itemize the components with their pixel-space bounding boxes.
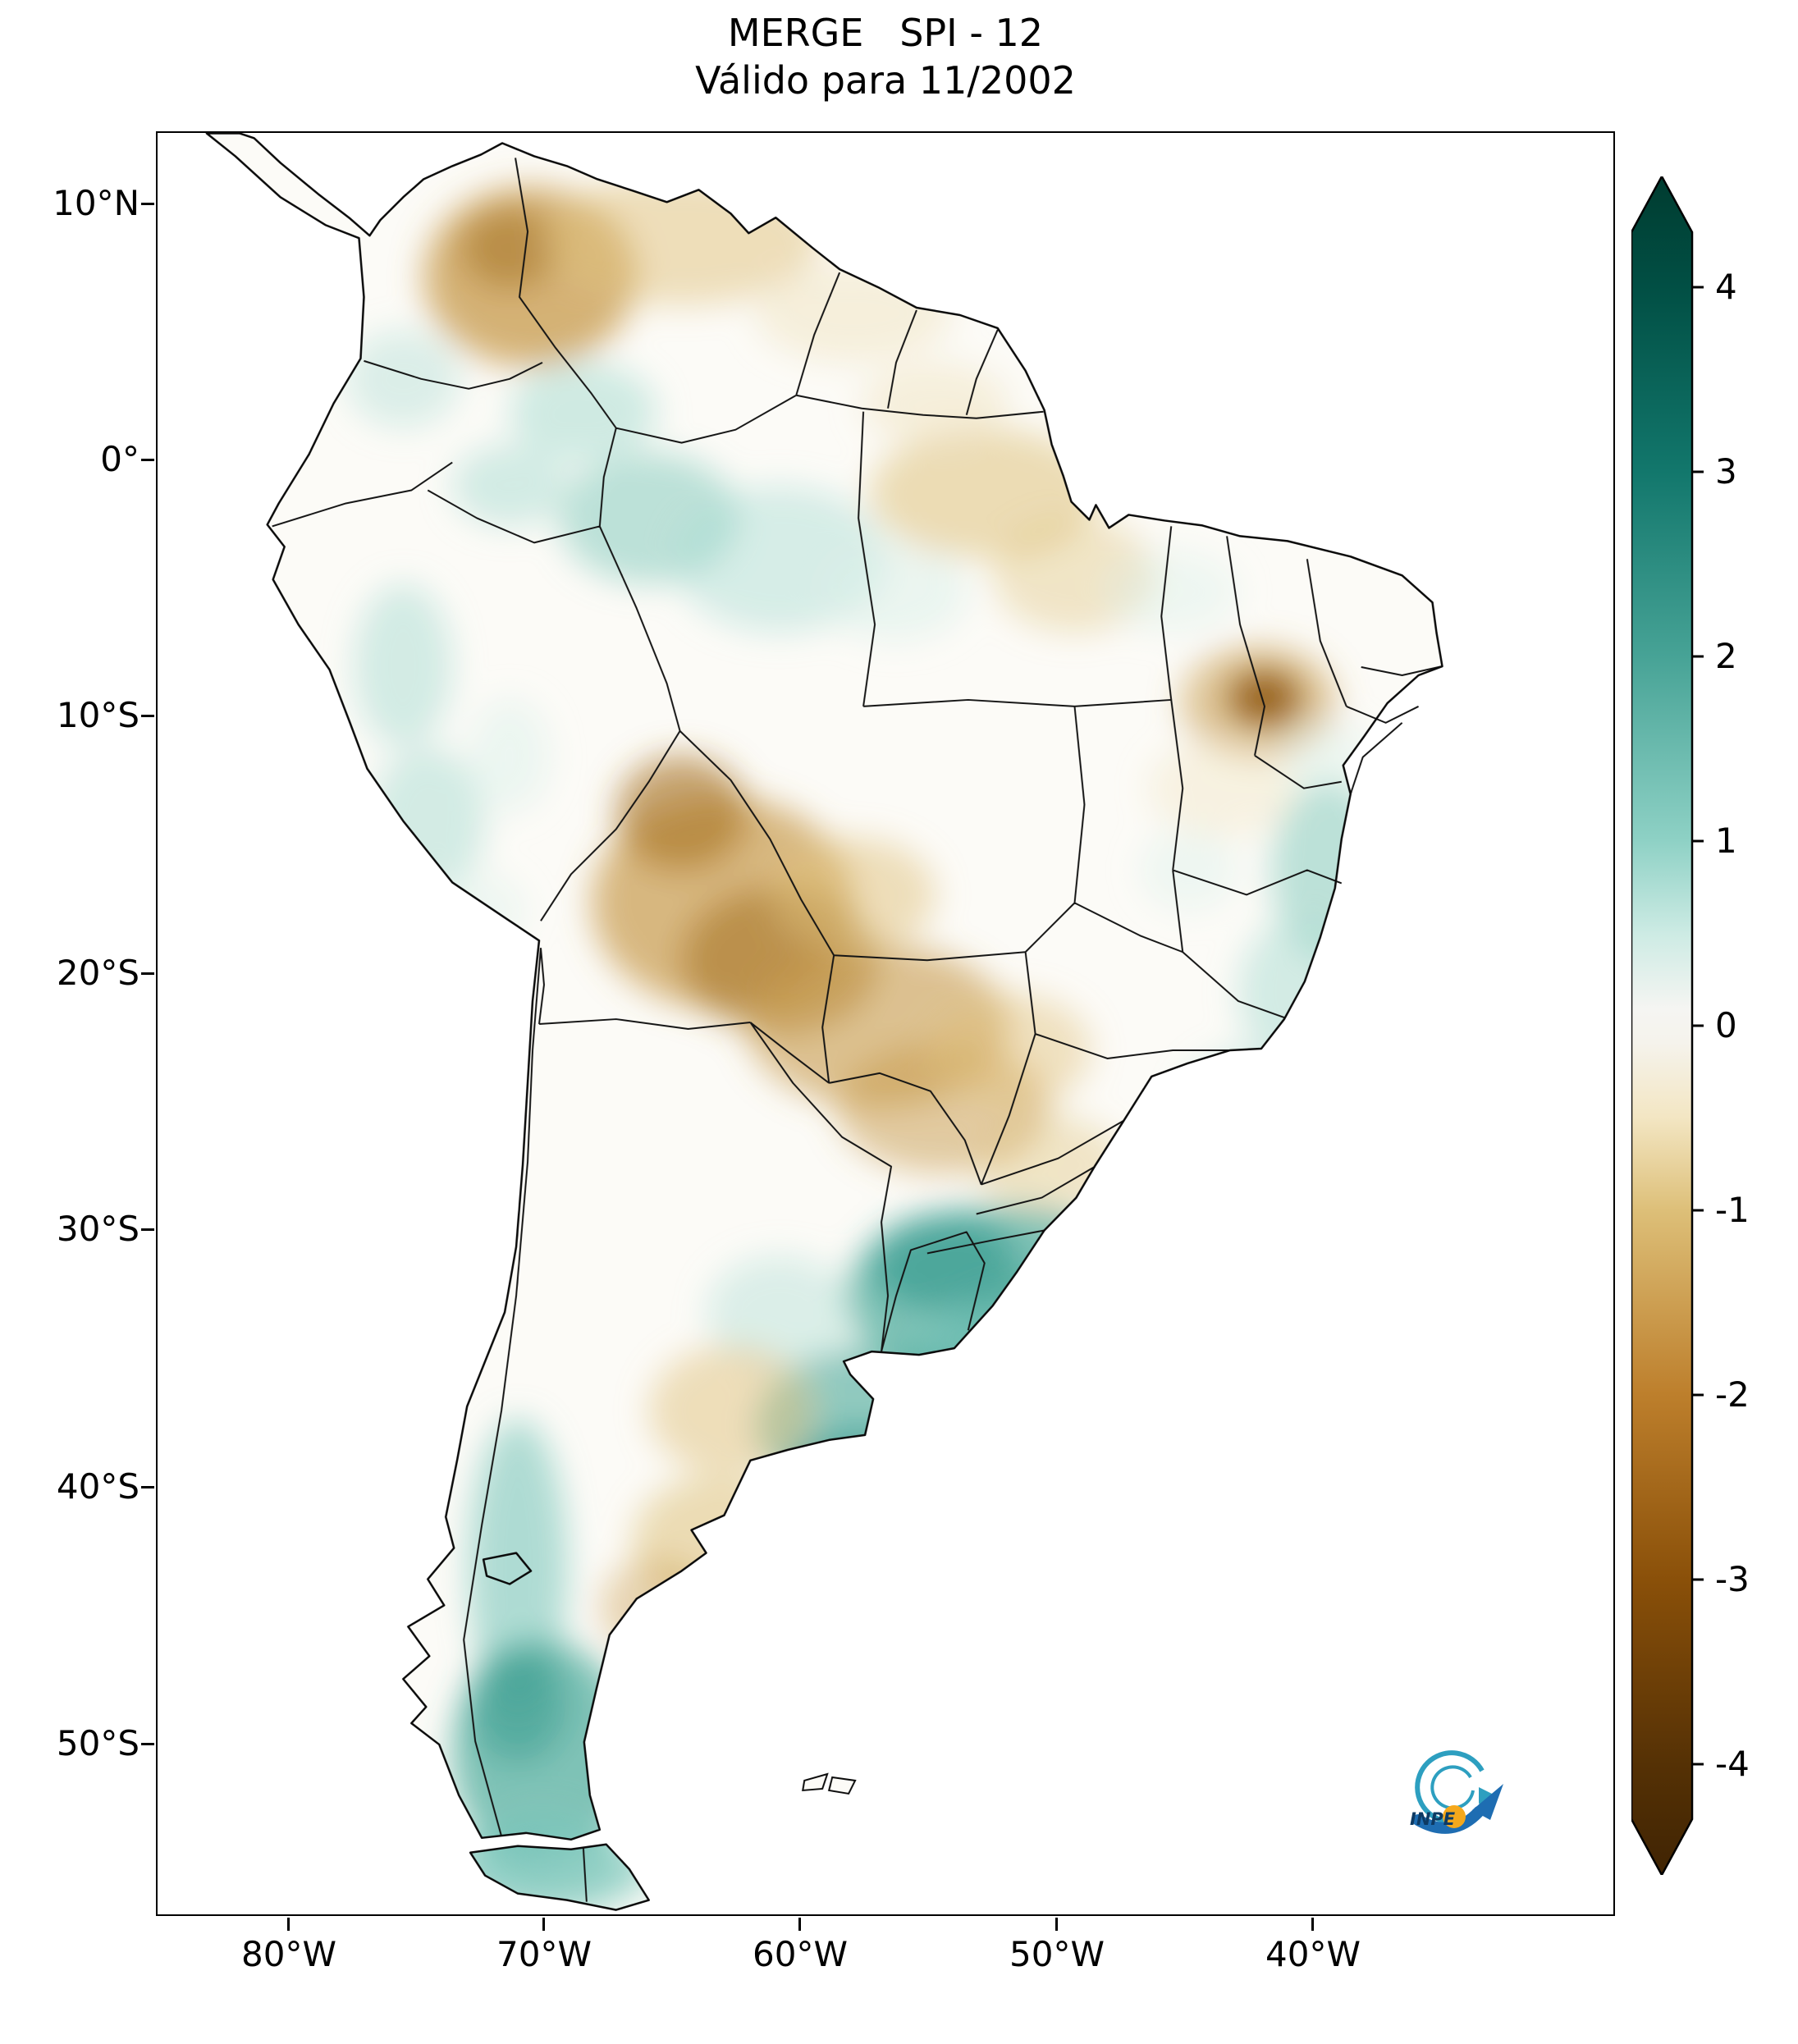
- south-america-map: [205, 133, 1443, 1911]
- lon-tick-label: 80°W: [241, 1934, 336, 1974]
- logo-swirl-arrowhead: [1479, 1787, 1495, 1804]
- logo-swirl-inner: [1430, 1765, 1475, 1810]
- y-axis-tick: [141, 1228, 154, 1231]
- lat-tick-label: 10°S: [56, 695, 140, 735]
- x-axis-tick: [287, 1918, 290, 1931]
- x-axis-tick: [1055, 1918, 1058, 1931]
- y-axis-tick: [141, 972, 154, 975]
- logo-orange-dot: [1443, 1805, 1466, 1828]
- colorbar-tick-label: -3: [1715, 1559, 1750, 1599]
- x-axis-tick: [798, 1918, 801, 1931]
- lat-tick-label: 40°S: [56, 1466, 140, 1507]
- x-axis-tick: [1311, 1918, 1314, 1931]
- colorbar-tick-label: 0: [1715, 1005, 1737, 1045]
- y-axis-tick: [141, 203, 154, 205]
- lon-tick-label: 50°W: [1009, 1934, 1105, 1974]
- map-plot-area: INPE: [156, 131, 1615, 1916]
- logo-arrowhead: [1472, 1784, 1503, 1820]
- lat-tick-label: 10°N: [53, 183, 140, 223]
- x-axis-tick: [542, 1918, 545, 1931]
- y-axis-tick: [141, 459, 154, 461]
- inpe-logo: INPE: [1410, 1750, 1503, 1834]
- lon-tick-label: 40°W: [1265, 1934, 1361, 1974]
- inpe-logo-text: INPE: [1410, 1809, 1456, 1829]
- lat-tick-label: 50°S: [56, 1723, 140, 1763]
- lat-tick-label: 30°S: [56, 1209, 140, 1249]
- colorbar-tick-label: 1: [1715, 821, 1737, 861]
- colorbar-ticks: [1692, 286, 1704, 1766]
- colorbar: [1630, 174, 1707, 1877]
- figure-title: MERGE SPI - 12: [727, 11, 1044, 55]
- colorbar-tick-label: -4: [1715, 1744, 1750, 1784]
- y-axis-tick: [141, 1743, 154, 1745]
- colorbar-tick-label: 3: [1715, 451, 1737, 492]
- colorbar-tick-label: -1: [1715, 1190, 1750, 1230]
- logo-arrow: [1412, 1806, 1485, 1834]
- coastline: [205, 133, 1443, 1911]
- y-axis-tick: [141, 1486, 154, 1488]
- lon-tick-label: 70°W: [496, 1934, 592, 1974]
- colorbar-tick-label: -2: [1715, 1374, 1750, 1415]
- lat-tick-label: 0°: [100, 439, 140, 479]
- lon-tick-label: 60°W: [753, 1934, 848, 1974]
- figure-subtitle: Válido para 11/2002: [695, 58, 1076, 103]
- y-axis-tick: [141, 715, 154, 717]
- lat-tick-label: 20°S: [56, 953, 140, 993]
- colorbar-bar: [1630, 174, 1704, 1877]
- colorbar-tick-label: 2: [1715, 636, 1737, 676]
- colorbar-tick-label: 4: [1715, 267, 1737, 307]
- country-borders: [272, 158, 1443, 1902]
